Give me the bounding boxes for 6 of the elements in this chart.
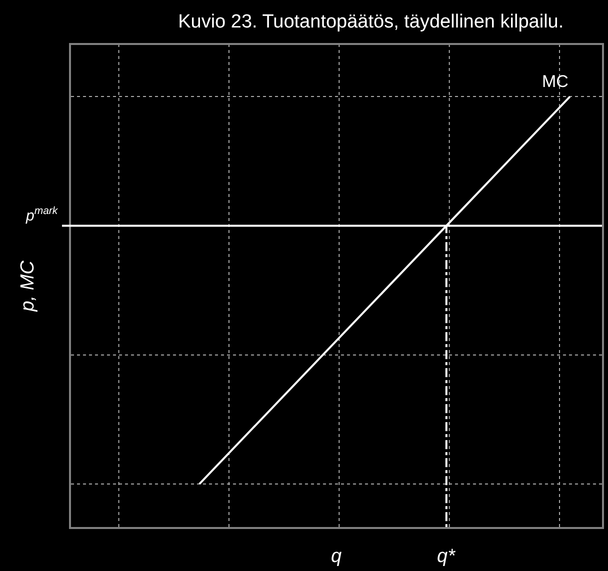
y-axis-title: p, MC	[17, 260, 38, 312]
ref-line-label: p$^{mark}$	[25, 205, 58, 224]
text: q*	[437, 546, 456, 567]
chart-title: Kuvio 23. Tuotantopäätös, täydellinen kilpailu.	[178, 12, 564, 33]
x-axis-title: q	[331, 546, 342, 567]
series-label: MC	[542, 72, 568, 91]
